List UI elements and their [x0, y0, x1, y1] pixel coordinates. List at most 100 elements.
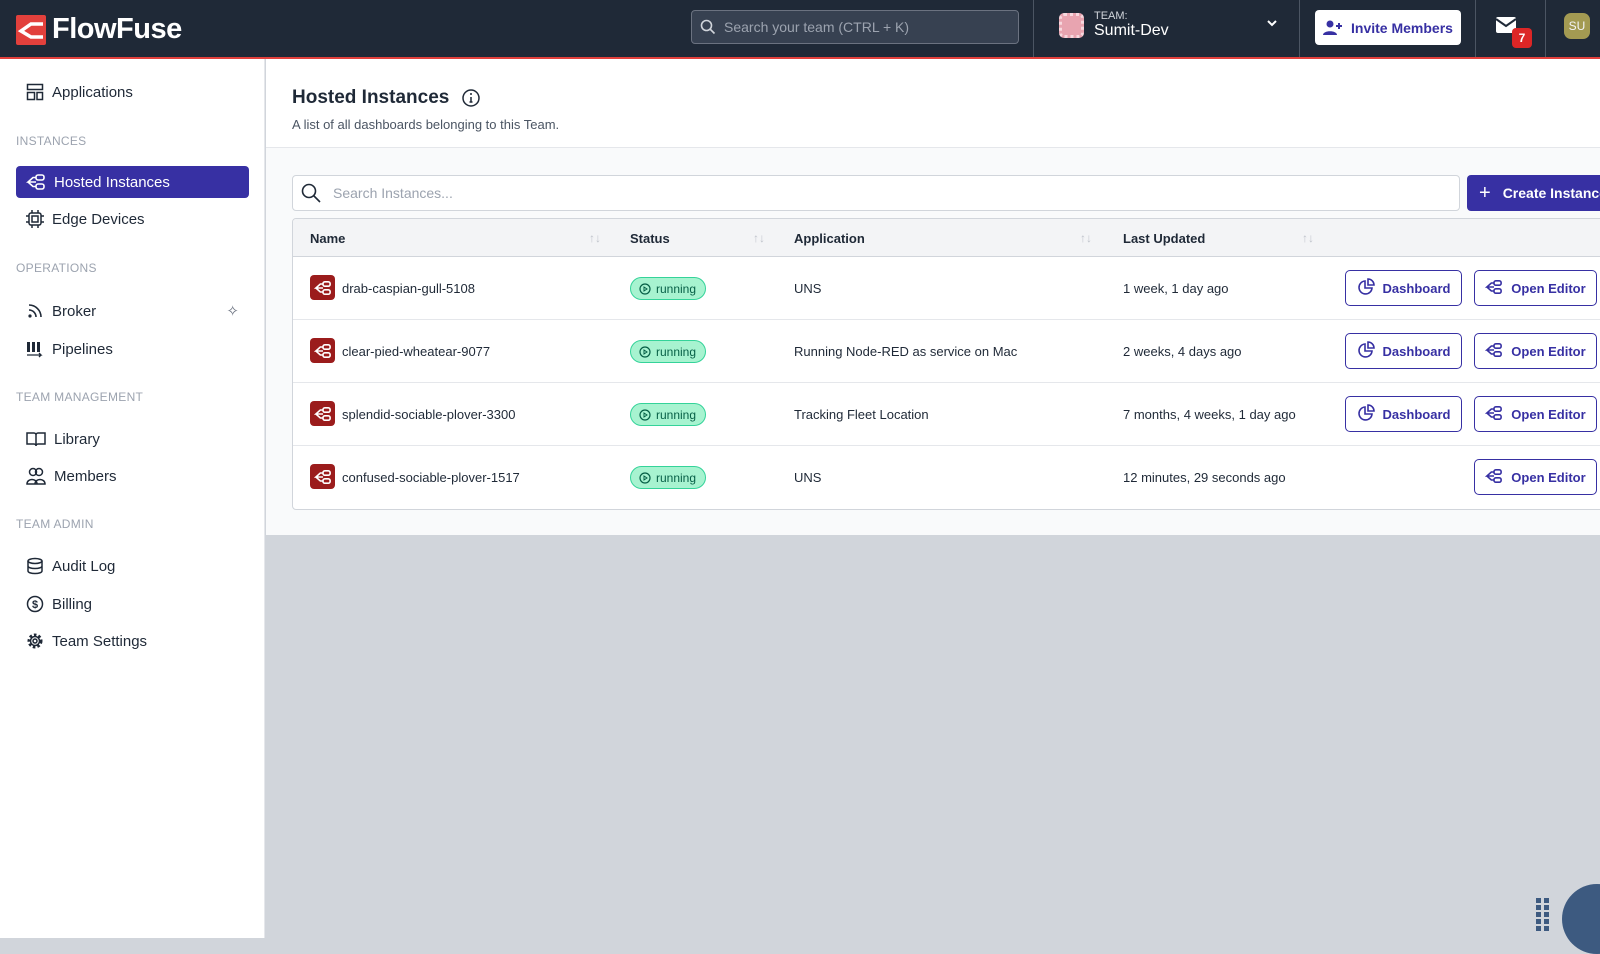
sidebar-item-label: Edge Devices — [52, 210, 145, 228]
flowfuse-logo-icon — [16, 14, 46, 45]
user-avatar[interactable]: SU — [1564, 13, 1590, 39]
column-header-name[interactable]: Name — [310, 231, 346, 246]
team-search-placeholder: Search your team (CTRL + K) — [724, 19, 910, 35]
flowfuse-logo[interactable]: FlowFuse — [16, 13, 182, 46]
invite-members-button[interactable]: Invite Members — [1315, 10, 1461, 45]
status-text: running — [656, 470, 697, 485]
sidebar-item-label: Billing — [52, 595, 93, 613]
application-name[interactable]: UNS — [794, 281, 822, 296]
open-editor-button[interactable]: Open Editor — [1474, 459, 1597, 495]
chat-widget-button[interactable] — [1562, 884, 1600, 954]
instance-name[interactable]: splendid-sociable-plover-3300 — [342, 407, 516, 422]
mail-icon[interactable] — [1496, 17, 1516, 33]
instances-icon — [26, 174, 45, 190]
application-name[interactable]: UNS — [794, 470, 822, 485]
divider — [1033, 0, 1034, 57]
sidebar-item-members[interactable]: Members — [16, 460, 249, 492]
instance-name[interactable]: confused-sociable-plover-1517 — [342, 470, 520, 485]
status-text: running — [656, 344, 697, 359]
database-icon — [27, 557, 43, 575]
sidebar-item-library[interactable]: Library — [16, 423, 249, 455]
search-icon — [301, 183, 321, 203]
play-circle-icon — [639, 471, 651, 484]
instances-search-input[interactable]: Search Instances... — [292, 175, 1460, 211]
sidebar-item-applications[interactable]: Applications — [16, 76, 249, 108]
dashboard-button[interactable]: Dashboard — [1345, 333, 1462, 369]
column-header-last-updated[interactable]: Last Updated — [1123, 231, 1206, 246]
team-label: TEAM: — [1094, 10, 1128, 22]
application-name[interactable]: Tracking Fleet Location — [794, 407, 929, 422]
drag-handle-icon[interactable] — [1536, 898, 1552, 932]
table-header: Name ↑↓ Status ↑↓ Application ↑↓ Last Updat… — [293, 219, 1600, 257]
users-icon — [26, 467, 46, 485]
top-header: FlowFuse Search your team (CTRL + K) TEA… — [0, 0, 1600, 59]
sort-icon[interactable]: ↑↓ — [1080, 231, 1092, 245]
sidebar-item-broker[interactable]: Broker ✧ — [16, 295, 249, 327]
flow-editor-icon — [1485, 342, 1503, 361]
instance-name[interactable]: clear-pied-wheatear-9077 — [342, 344, 491, 359]
page-subtitle: A list of all dashboards belonging to th… — [292, 117, 560, 132]
open-editor-label: Open Editor — [1511, 469, 1586, 485]
chart-pie-icon — [1357, 277, 1375, 299]
table-row[interactable]: drab-caspian-gull-5108 running UNS 1 wee… — [293, 257, 1600, 320]
sidebar: Applications INSTANCES Hosted Instances … — [0, 59, 265, 938]
flow-editor-icon — [1485, 279, 1503, 298]
page-title: Hosted Instances — [292, 87, 450, 108]
user-plus-icon — [1323, 20, 1343, 35]
table-row[interactable]: confused-sociable-plover-1517 running UN… — [293, 446, 1600, 509]
main-content: Hosted Instances A list of all dashboard… — [266, 59, 1600, 535]
chart-pie-icon — [1357, 403, 1375, 425]
column-header-application[interactable]: Application — [794, 231, 865, 246]
column-header-status[interactable]: Status — [630, 231, 670, 246]
open-editor-label: Open Editor — [1511, 280, 1586, 296]
instance-icon — [310, 401, 335, 426]
open-editor-label: Open Editor — [1511, 343, 1586, 359]
sidebar-item-label: Library — [54, 430, 100, 448]
sort-icon[interactable]: ↑↓ — [753, 231, 765, 245]
dashboard-button[interactable]: Dashboard — [1345, 270, 1462, 306]
create-instance-label: Create Instance — [1502, 185, 1600, 201]
play-circle-icon — [639, 345, 651, 358]
chevron-down-icon[interactable] — [1265, 16, 1279, 30]
application-name[interactable]: Running Node-RED as service on Mac — [794, 344, 1018, 359]
play-circle-icon — [639, 408, 651, 421]
chip-icon — [26, 210, 44, 228]
instances-search-placeholder: Search Instances... — [333, 185, 453, 201]
table-row[interactable]: clear-pied-wheatear-9077 running Running… — [293, 320, 1600, 383]
sidebar-item-billing[interactable]: $ Billing — [16, 588, 249, 620]
open-editor-button[interactable]: Open Editor — [1474, 396, 1597, 432]
team-selector[interactable]: TEAM: Sumit-Dev — [1059, 10, 1169, 40]
last-updated: 12 minutes, 29 seconds ago — [1123, 470, 1286, 485]
create-instance-button[interactable]: + Create Instance — [1467, 175, 1600, 211]
section-header-operations: OPERATIONS — [16, 261, 97, 275]
sidebar-item-label: Team Settings — [52, 632, 148, 650]
last-updated: 2 weeks, 4 days ago — [1123, 344, 1242, 359]
svg-text:$: $ — [32, 599, 38, 611]
dashboard-label: Dashboard — [1382, 406, 1451, 422]
info-icon[interactable] — [461, 88, 481, 108]
sort-icon[interactable]: ↑↓ — [1302, 231, 1314, 245]
dashboard-button[interactable]: Dashboard — [1345, 396, 1462, 432]
team-avatar — [1059, 12, 1084, 38]
brand-name: FlowFuse — [52, 13, 182, 45]
sidebar-item-team-settings[interactable]: Team Settings — [16, 625, 249, 657]
table-row[interactable]: splendid-sociable-plover-3300 running Tr… — [293, 383, 1600, 446]
sidebar-item-edge-devices[interactable]: Edge Devices — [16, 203, 249, 235]
sidebar-item-audit-log[interactable]: Audit Log — [16, 550, 249, 582]
open-editor-button[interactable]: Open Editor — [1474, 333, 1597, 369]
play-circle-icon — [639, 282, 651, 295]
sidebar-item-hosted-instances[interactable]: Hosted Instances — [16, 166, 249, 198]
team-search-input[interactable]: Search your team (CTRL + K) — [691, 10, 1019, 44]
last-updated: 7 months, 4 weeks, 1 day ago — [1123, 407, 1296, 422]
open-editor-button[interactable]: Open Editor — [1474, 270, 1597, 306]
dollar-icon: $ — [26, 595, 44, 613]
gear-icon — [27, 633, 43, 649]
pipelines-icon — [27, 342, 43, 358]
divider — [1299, 0, 1300, 57]
page-header: Hosted Instances A list of all dashboard… — [266, 59, 1600, 148]
search-icon — [700, 19, 716, 35]
instance-name[interactable]: drab-caspian-gull-5108 — [342, 281, 475, 296]
sidebar-item-pipelines[interactable]: Pipelines — [16, 333, 249, 365]
sort-icon[interactable]: ↑↓ — [589, 231, 601, 245]
sparkles-icon: ✧ — [226, 303, 239, 320]
